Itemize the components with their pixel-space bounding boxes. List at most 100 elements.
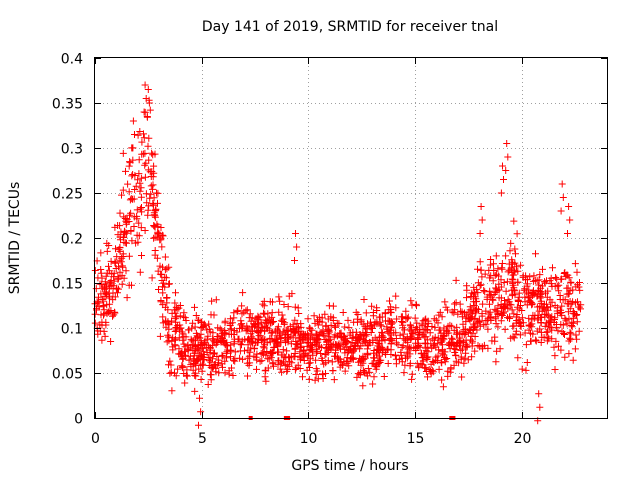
data-point xyxy=(226,346,234,354)
data-point xyxy=(270,362,277,370)
data-point xyxy=(384,360,392,367)
data-point xyxy=(172,372,180,380)
data-point xyxy=(462,341,470,349)
data-point-spike xyxy=(141,81,149,89)
data-point xyxy=(118,191,125,199)
data-point xyxy=(113,253,121,261)
data-point xyxy=(328,358,336,366)
data-point xyxy=(492,307,500,315)
data-point xyxy=(238,337,246,345)
data-point xyxy=(159,319,167,327)
data-point xyxy=(230,327,238,334)
data-point xyxy=(435,311,443,319)
data-point xyxy=(376,318,384,326)
data-point xyxy=(430,315,438,323)
data-point xyxy=(354,318,361,326)
data-point xyxy=(150,162,158,170)
data-point xyxy=(345,362,353,370)
data-point xyxy=(403,315,411,323)
data-point xyxy=(191,342,199,350)
data-point xyxy=(144,166,152,174)
y-axis-label: SRMTID / TECUs xyxy=(7,182,23,295)
data-point xyxy=(551,314,559,322)
data-point xyxy=(450,309,458,317)
data-point xyxy=(458,330,466,338)
data-point xyxy=(539,265,546,273)
data-point xyxy=(207,358,215,366)
data-point xyxy=(180,348,188,356)
data-point xyxy=(552,274,560,281)
data-point xyxy=(421,316,429,324)
data-point xyxy=(325,327,333,335)
data-point xyxy=(461,354,469,362)
data-point xyxy=(497,276,505,284)
y-tick-label: 0.25 xyxy=(52,187,83,203)
data-point xyxy=(468,289,476,297)
data-point xyxy=(162,274,170,282)
data-point xyxy=(387,340,395,347)
data-point xyxy=(264,355,272,363)
data-point xyxy=(276,328,284,336)
data-point xyxy=(393,315,401,323)
data-point xyxy=(136,205,144,213)
data-point-spike xyxy=(558,180,566,188)
data-point xyxy=(422,315,430,323)
data-point xyxy=(470,325,477,333)
data-point xyxy=(544,328,551,336)
data-point xyxy=(476,322,484,330)
data-point xyxy=(98,336,106,344)
data-point xyxy=(399,321,407,329)
data-point xyxy=(171,299,179,307)
data-point xyxy=(261,341,269,349)
data-point xyxy=(183,372,191,380)
data-point-spike xyxy=(565,203,573,210)
data-point xyxy=(458,373,466,381)
data-point xyxy=(375,352,383,360)
data-point xyxy=(398,343,406,351)
data-point xyxy=(441,358,449,366)
data-point xyxy=(414,331,422,339)
data-point xyxy=(265,315,273,323)
data-point xyxy=(572,311,580,319)
data-point xyxy=(200,353,207,361)
data-point xyxy=(143,199,151,207)
data-point xyxy=(521,285,529,293)
data-point xyxy=(109,312,116,320)
data-point xyxy=(551,352,559,360)
data-point xyxy=(179,363,187,371)
data-point xyxy=(218,360,226,368)
data-point xyxy=(122,167,129,175)
data-point xyxy=(100,311,107,319)
data-point xyxy=(408,370,416,378)
data-point xyxy=(497,283,505,291)
data-point xyxy=(575,283,583,291)
data-point-spike xyxy=(292,230,299,237)
data-point xyxy=(127,227,135,235)
data-point xyxy=(286,322,294,330)
data-point xyxy=(291,303,299,311)
data-point xyxy=(134,238,142,246)
data-point xyxy=(344,348,352,356)
data-point xyxy=(291,353,299,361)
data-point xyxy=(444,306,451,314)
data-point xyxy=(546,296,554,304)
data-point xyxy=(398,313,406,321)
data-point xyxy=(333,319,341,327)
data-point xyxy=(226,320,234,328)
data-point xyxy=(553,307,561,315)
data-point xyxy=(149,200,157,208)
data-point xyxy=(341,367,349,375)
data-point xyxy=(209,355,216,363)
y-tick-label: 0.3 xyxy=(61,142,83,158)
data-point xyxy=(571,345,579,353)
data-point xyxy=(382,351,390,358)
data-point xyxy=(468,353,476,361)
data-point xyxy=(502,252,510,260)
data-point xyxy=(114,222,122,229)
data-point xyxy=(278,368,286,376)
data-point xyxy=(118,280,126,288)
data-point xyxy=(117,258,125,266)
data-point xyxy=(314,321,322,329)
data-point xyxy=(230,340,238,348)
data-point xyxy=(110,277,118,285)
